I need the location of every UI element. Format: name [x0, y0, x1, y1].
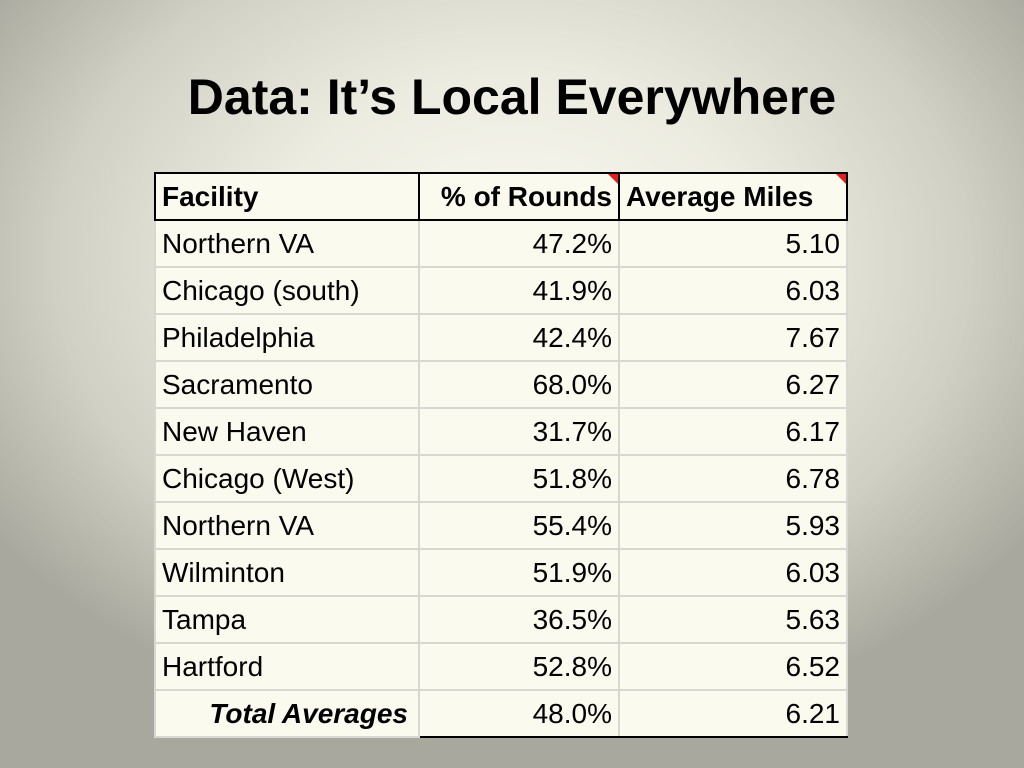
facility-cell: Sacramento: [154, 360, 420, 409]
header-average-miles: Average Miles: [618, 172, 848, 221]
total-averages-row: Total Averages 48.0% 6.21: [154, 689, 848, 738]
table-row: New Haven 31.7% 6.17: [154, 407, 848, 456]
facility-data-table: Facility % of Rounds Average Miles North…: [154, 172, 848, 738]
percent-of-rounds-cell: 31.7%: [418, 407, 620, 456]
header-facility: Facility: [154, 172, 420, 221]
table-row: Philadelphia 42.4% 7.67: [154, 313, 848, 362]
percent-of-rounds-cell: 41.9%: [418, 266, 620, 315]
average-miles-cell: 5.93: [618, 501, 848, 550]
average-miles-cell: 6.78: [618, 454, 848, 503]
percent-of-rounds-cell: 55.4%: [418, 501, 620, 550]
facility-cell: Chicago (West): [154, 454, 420, 503]
total-percent-of-rounds: 48.0%: [418, 689, 620, 738]
percent-of-rounds-cell: 42.4%: [418, 313, 620, 362]
facility-cell: Northern VA: [154, 501, 420, 550]
average-miles-cell: 6.52: [618, 642, 848, 691]
header-percent-of-rounds: % of Rounds: [418, 172, 620, 221]
table-row: Sacramento 68.0% 6.27: [154, 360, 848, 409]
table-row: Chicago (south) 41.9% 6.03: [154, 266, 848, 315]
comment-indicator-icon[interactable]: [608, 174, 618, 184]
facility-cell: Hartford: [154, 642, 420, 691]
average-miles-cell: 5.63: [618, 595, 848, 644]
header-average-miles-label: Average Miles: [626, 181, 814, 212]
table-header-row: Facility % of Rounds Average Miles: [154, 172, 848, 221]
percent-of-rounds-cell: 36.5%: [418, 595, 620, 644]
average-miles-cell: 7.67: [618, 313, 848, 362]
percent-of-rounds-cell: 47.2%: [418, 219, 620, 268]
percent-of-rounds-cell: 52.8%: [418, 642, 620, 691]
percent-of-rounds-cell: 51.9%: [418, 548, 620, 597]
facility-cell: Chicago (south): [154, 266, 420, 315]
comment-indicator-icon[interactable]: [836, 174, 846, 184]
average-miles-cell: 6.03: [618, 266, 848, 315]
percent-of-rounds-cell: 51.8%: [418, 454, 620, 503]
average-miles-cell: 6.27: [618, 360, 848, 409]
total-average-miles: 6.21: [618, 689, 848, 738]
table-row: Northern VA 55.4% 5.93: [154, 501, 848, 550]
facility-cell: Northern VA: [154, 219, 420, 268]
facility-cell: Philadelphia: [154, 313, 420, 362]
table-row: Chicago (West) 51.8% 6.78: [154, 454, 848, 503]
total-averages-label: Total Averages: [154, 689, 420, 738]
percent-of-rounds-cell: 68.0%: [418, 360, 620, 409]
facility-cell: Wilminton: [154, 548, 420, 597]
slide-title: Data: It’s Local Everywhere: [187, 69, 837, 125]
average-miles-cell: 5.10: [618, 219, 848, 268]
header-percent-of-rounds-label: % of Rounds: [440, 181, 612, 212]
average-miles-cell: 6.17: [618, 407, 848, 456]
facility-cell: Tampa: [154, 595, 420, 644]
table-row: Tampa 36.5% 5.63: [154, 595, 848, 644]
average-miles-cell: 6.03: [618, 548, 848, 597]
table-row: Northern VA 47.2% 5.10: [154, 219, 848, 268]
facility-cell: New Haven: [154, 407, 420, 456]
table-row: Hartford 52.8% 6.52: [154, 642, 848, 691]
table-row: Wilminton 51.9% 6.03: [154, 548, 848, 597]
